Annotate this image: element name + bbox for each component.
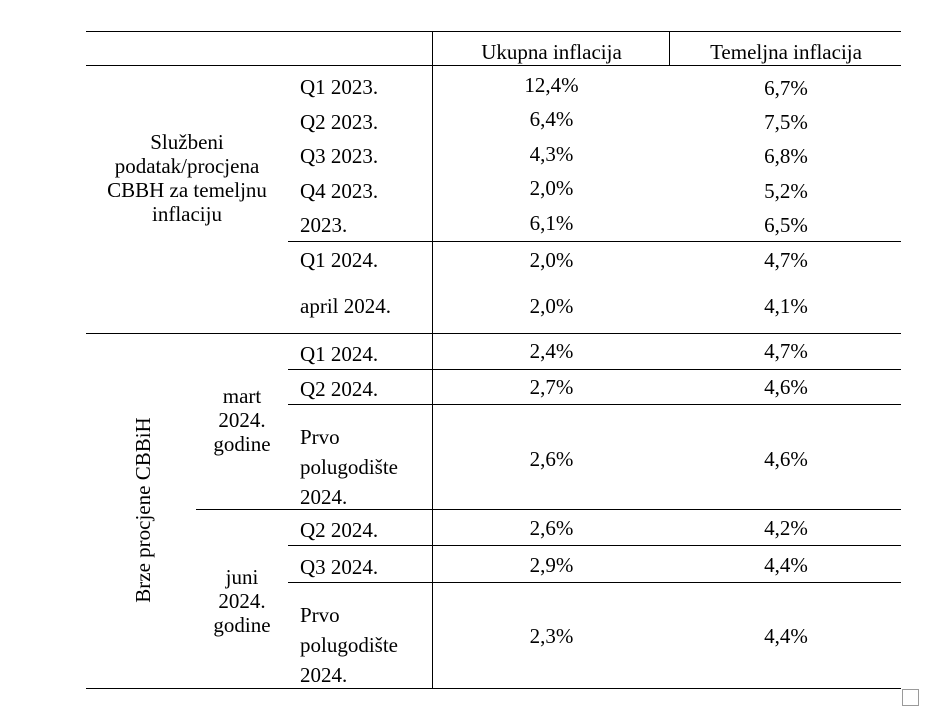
rule-row [288, 582, 901, 583]
cell-total: 12,4% [524, 73, 579, 97]
cell-total: 2,3% [529, 624, 574, 648]
group-mart-label: mart 2024. godine [213, 384, 271, 456]
cell-core: 6,5% [764, 213, 808, 237]
rule-col-core [669, 31, 670, 66]
rule-bottom [86, 688, 901, 689]
cell-core: 4,1% [764, 294, 808, 318]
cell-core: 6,7% [764, 76, 808, 100]
cell-total: 2,0% [529, 176, 574, 200]
cell-total: 2,4% [529, 339, 574, 363]
cell-total: 6,1% [529, 211, 574, 235]
group-juni-label: juni 2024. godine [213, 565, 271, 637]
cell-core: 4,2% [764, 516, 808, 540]
rule-row [288, 369, 901, 370]
rule-mart-juni [196, 509, 901, 510]
cell-total: 4,3% [529, 142, 574, 166]
cell-total: 2,0% [529, 248, 574, 272]
rule-top [86, 31, 901, 32]
row-label: april 2024. [300, 294, 391, 318]
cell-total: 2,7% [529, 375, 574, 399]
checkbox[interactable] [902, 689, 919, 706]
row-label: Q3 2024. [300, 555, 379, 579]
cell-core: 7,5% [764, 110, 808, 134]
row-label: Q1 2024. [300, 342, 379, 366]
cell-total: 2,6% [529, 516, 574, 540]
cell-core: 6,8% [764, 144, 808, 168]
rule-row [288, 545, 901, 546]
cell-core: 4,4% [764, 553, 808, 577]
cell-total: 2,9% [529, 553, 574, 577]
rule-official-split [288, 241, 901, 242]
row-label: Q2 2024. [300, 377, 379, 401]
cell-core: 4,7% [764, 248, 808, 272]
group-fast-estimates-label: Brze procjene CBBiH [131, 417, 155, 603]
row-label: Prvo polugodište 2024. [300, 603, 398, 687]
cell-core: 4,4% [764, 624, 808, 648]
row-label: Q1 2023. [300, 75, 379, 99]
cell-total: 2,6% [529, 447, 574, 471]
header-core-inflation: Temeljna inflacija [710, 40, 862, 64]
row-label: Q3 2023. [300, 144, 379, 168]
row-label: Q4 2023. [300, 179, 379, 203]
rule-row [288, 404, 901, 405]
cell-core: 5,2% [764, 179, 808, 203]
cell-total: 2,0% [529, 294, 574, 318]
rule-header-bottom [86, 65, 901, 66]
rule-section-split [86, 333, 901, 334]
row-label: Q2 2023. [300, 110, 379, 134]
row-label: Prvo polugodište 2024. [300, 425, 398, 509]
row-label: Q1 2024. [300, 248, 379, 272]
group-official-label: Službeni podatak/procjena CBBH za temelj… [107, 130, 267, 226]
cell-core: 4,7% [764, 339, 808, 363]
header-total-inflation: Ukupna inflacija [481, 40, 622, 64]
cell-total: 6,4% [529, 107, 574, 131]
rule-col-values [432, 31, 433, 689]
row-label: 2023. [300, 213, 348, 237]
cell-core: 4,6% [764, 375, 808, 399]
cell-core: 4,6% [764, 447, 808, 471]
row-label: Q2 2024. [300, 518, 379, 542]
